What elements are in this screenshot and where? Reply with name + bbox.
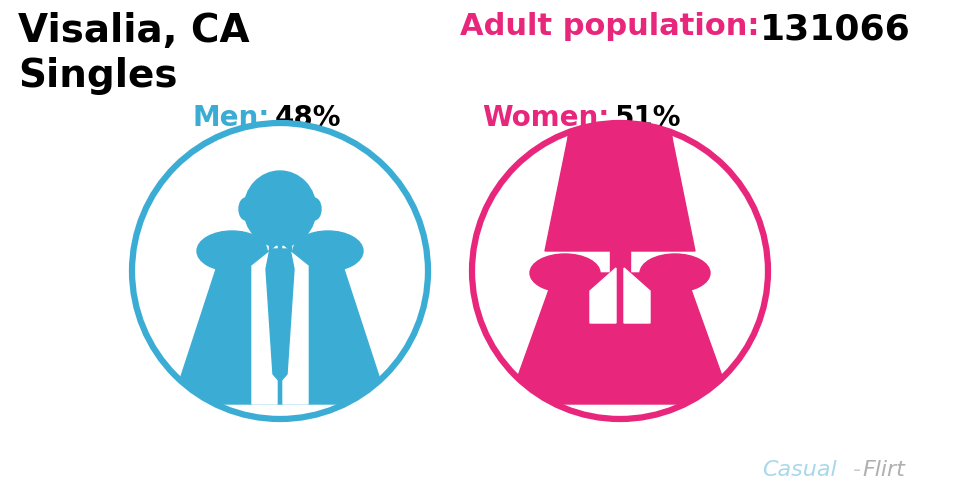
Ellipse shape <box>530 255 600 293</box>
Ellipse shape <box>568 109 672 169</box>
Polygon shape <box>269 241 291 260</box>
Polygon shape <box>172 252 388 404</box>
Text: Singles: Singles <box>18 57 178 95</box>
Circle shape <box>132 124 428 419</box>
Text: Adult population:: Adult population: <box>460 12 759 41</box>
Ellipse shape <box>244 172 316 247</box>
Polygon shape <box>610 252 630 274</box>
Polygon shape <box>283 246 308 404</box>
Text: Visalia, CA: Visalia, CA <box>18 12 250 50</box>
Polygon shape <box>590 269 616 323</box>
Ellipse shape <box>293 231 363 272</box>
Text: Women:: Women: <box>483 104 610 132</box>
Text: 48%: 48% <box>275 104 342 132</box>
Text: 131066: 131066 <box>760 12 911 46</box>
Polygon shape <box>252 246 277 404</box>
Polygon shape <box>624 269 650 323</box>
Text: -: - <box>853 459 861 479</box>
Ellipse shape <box>197 231 267 272</box>
Polygon shape <box>266 249 294 382</box>
Ellipse shape <box>307 198 321 220</box>
Ellipse shape <box>640 255 710 293</box>
Text: Flirt: Flirt <box>862 459 905 479</box>
Ellipse shape <box>239 198 253 220</box>
Text: Men:: Men: <box>193 104 270 132</box>
Polygon shape <box>545 139 695 252</box>
Circle shape <box>472 124 768 419</box>
Text: Casual: Casual <box>762 459 836 479</box>
Polygon shape <box>508 274 732 404</box>
Text: 51%: 51% <box>615 104 682 132</box>
